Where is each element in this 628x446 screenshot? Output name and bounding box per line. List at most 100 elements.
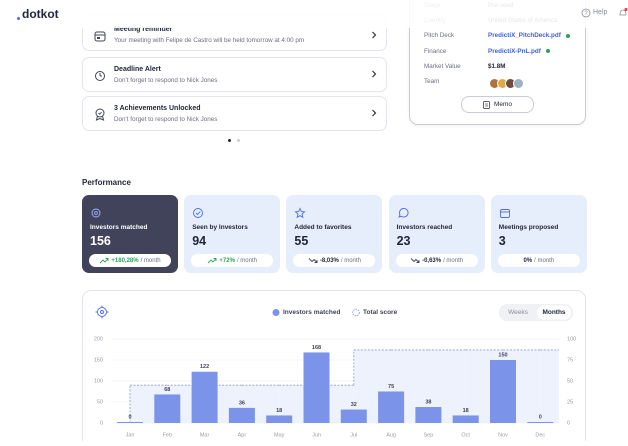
avatar <box>513 78 524 89</box>
y-tick-label: 200 <box>94 336 103 342</box>
status-dot <box>545 48 550 53</box>
status-dot <box>565 33 570 38</box>
help-icon[interactable]: ? <box>581 8 591 18</box>
stat-card[interactable]: Investors matched 156 +180,28% / month <box>82 195 178 273</box>
y2-tick-label: 75 <box>567 357 573 363</box>
stat-label: Added to favorites <box>294 224 352 231</box>
bar-value-label: 18 <box>463 408 469 414</box>
stat-label: Investors reached <box>396 224 453 231</box>
bar <box>415 407 442 423</box>
bar-value-label: 32 <box>351 402 357 408</box>
area <box>540 349 559 423</box>
notification-icon <box>95 108 105 121</box>
chart: Weeks Months Investors matched Total score 0… <box>94 304 576 438</box>
bar <box>228 407 255 423</box>
notification-title: Deadline Alert <box>114 66 161 73</box>
notification-card[interactable]: 3 Achievements Unlocked Don't forget to r… <box>82 96 387 131</box>
bar <box>490 360 516 423</box>
bar <box>378 391 405 423</box>
detail-label: Market Value <box>424 62 461 70</box>
carousel-dot[interactable] <box>237 139 240 142</box>
section-title: Performance <box>82 178 131 187</box>
stat-value: 23 <box>396 234 411 248</box>
stat-change: 0% / month <box>497 254 580 267</box>
memo-button[interactable]: Memo <box>461 96 534 113</box>
notification-text: Don't forget to respond to Nick Jones <box>114 116 218 123</box>
notification-title: 3 Achievements Unlocked <box>114 105 201 112</box>
x-tick-label: Jun <box>312 432 321 438</box>
detail-value: $1.8M <box>488 62 506 70</box>
toggle-option[interactable]: Months <box>542 309 565 316</box>
carousel-dot[interactable] <box>228 139 231 142</box>
stat-icon <box>91 208 101 218</box>
bar <box>340 409 367 423</box>
bar-value-label: 38 <box>425 399 431 405</box>
chevron <box>372 31 377 39</box>
stat-icon <box>294 207 306 219</box>
help-link[interactable]: Help <box>593 9 608 16</box>
bar-value-label: 150 <box>498 352 507 358</box>
x-tick-label: Dec <box>535 432 545 438</box>
stat-card[interactable]: Seen by Investors 94 +72% / month <box>184 195 281 273</box>
bar-value-label: 122 <box>200 364 209 370</box>
legend-label[interactable]: Total score <box>363 309 398 316</box>
stat-label: Meetings proposed <box>498 224 559 231</box>
chevron <box>372 70 377 78</box>
y2-tick-label: 100 <box>567 336 576 342</box>
bar <box>117 422 143 423</box>
trend-icon <box>308 258 318 263</box>
stat-card[interactable]: Added to favorites 55 -8,03% / month <box>286 195 383 273</box>
legend-label[interactable]: Investors matched <box>283 309 340 316</box>
x-tick-label: Oct <box>461 432 470 438</box>
trend-icon <box>100 258 109 264</box>
stat-label: Seen by Investors <box>192 224 248 231</box>
change-value: +72% <box>219 257 235 264</box>
detail-value[interactable]: PredictiX-PnL.pdf <box>488 48 550 55</box>
stat-card[interactable]: Investors reached 23 -0,63% / month <box>388 195 485 273</box>
x-tick-label: Jan <box>126 432 135 438</box>
change-value: -8,03% <box>319 257 339 264</box>
toggle-option[interactable]: Weeks <box>508 309 528 316</box>
x-tick-label: Sep <box>424 432 434 438</box>
x-tick-label: Feb <box>163 432 172 438</box>
bar <box>452 415 479 423</box>
y2-tick-label: 25 <box>567 399 573 405</box>
change-value: -0,63% <box>422 257 442 264</box>
change-value: +180,28% <box>111 257 139 264</box>
x-tick-label: Jul <box>350 432 357 438</box>
logo-dot <box>17 17 20 20</box>
change-value: 0% <box>523 257 533 264</box>
stat-label: Investors matched <box>90 224 148 231</box>
notification-bell[interactable] <box>618 7 628 19</box>
notification-icon <box>95 71 105 81</box>
stat-card[interactable]: Meetings proposed 3 0% / month <box>490 195 587 273</box>
bar <box>266 415 293 423</box>
notification-card[interactable]: Deadline Alert Don't forget to respond to… <box>82 57 387 92</box>
logo[interactable]: dotkot <box>22 7 59 21</box>
stat-value: 55 <box>294 234 309 248</box>
stat-icon <box>397 208 409 218</box>
notification-text: Don't forget to respond to Nick Jones <box>114 77 218 84</box>
trend-icon <box>208 258 217 264</box>
stat-value: 3 <box>498 234 506 248</box>
bar <box>527 422 554 423</box>
bar-value-label: 168 <box>312 345 321 351</box>
x-tick-label: Aug <box>386 432 396 438</box>
legend-swatch <box>352 308 360 317</box>
trend-icon <box>410 258 420 263</box>
change-period: / month <box>340 257 361 264</box>
y2-tick-label: 0 <box>567 420 570 426</box>
team-avatars <box>489 78 524 89</box>
x-tick-label: May <box>274 432 285 438</box>
memo-icon <box>483 100 490 109</box>
stat-change: +72% / month <box>191 254 274 267</box>
x-tick-label: Mar <box>200 432 210 438</box>
notification-text: Your meeting with Felipe de Castro will … <box>114 37 305 44</box>
bar-value-label: 18 <box>276 408 282 414</box>
detail-value[interactable]: PredictiX_PitchDeck.pdf <box>488 32 570 39</box>
legend-swatch <box>272 309 280 316</box>
target-icon <box>95 305 109 319</box>
bar <box>154 394 181 423</box>
y-tick-label: 50 <box>97 399 103 405</box>
